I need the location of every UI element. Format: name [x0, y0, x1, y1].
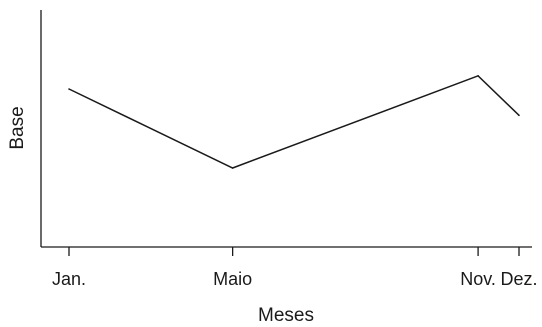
- data-point: [477, 75, 479, 77]
- x-tick-labels: Jan. Maio Nov. Dez.: [52, 269, 538, 289]
- data-point: [518, 114, 520, 117]
- x-tick-label: Nov.: [460, 269, 496, 289]
- x-tick-label: Jan.: [52, 269, 86, 289]
- x-tick-label: Dez.: [500, 269, 537, 289]
- series-line: [68, 74, 520, 169]
- series-points: [68, 75, 520, 169]
- data-point: [231, 167, 234, 169]
- data-point: [68, 88, 70, 90]
- y-axis-title: Base: [7, 106, 28, 149]
- x-tick-label: Maio: [213, 269, 252, 289]
- x-axis-title: Meses: [258, 305, 314, 326]
- x-ticks: [68, 247, 520, 256]
